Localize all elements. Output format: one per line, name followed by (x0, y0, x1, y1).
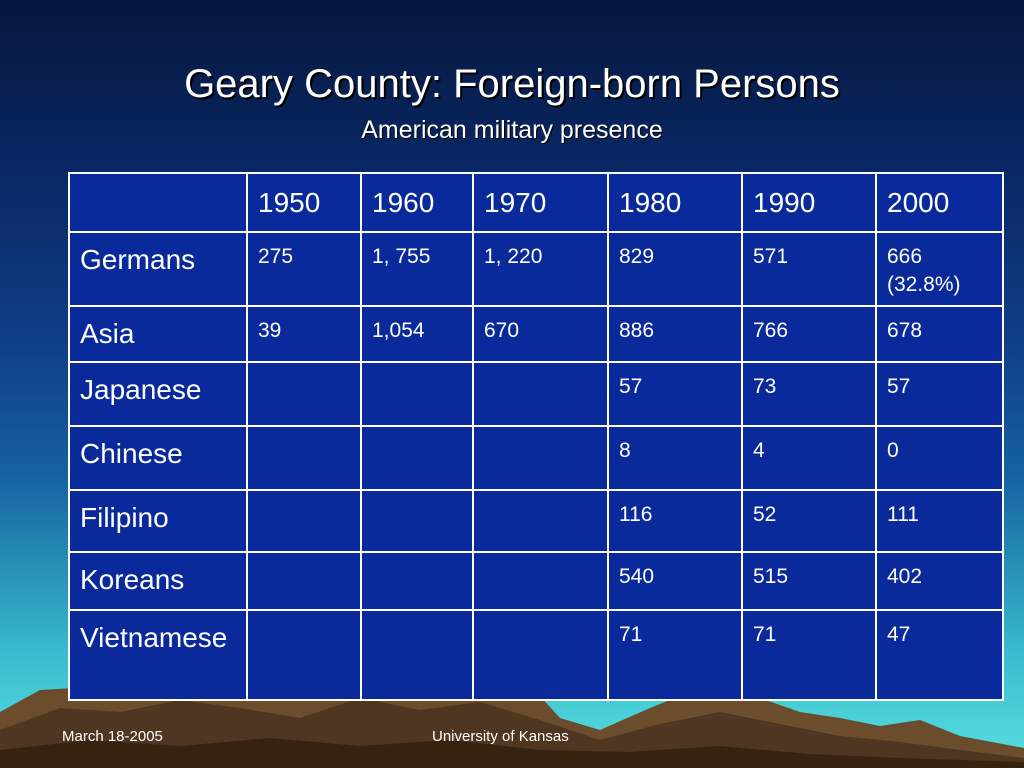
row-label: Asia (68, 305, 248, 363)
table-row: Chinese 8 4 0 (68, 425, 1004, 491)
foreign-born-table: 1950 1960 1970 1980 1990 2000 Germans 27… (68, 172, 1004, 701)
table-row: Vietnamese 71 71 47 (68, 609, 1004, 701)
table-cell: 571 (741, 231, 877, 307)
column-header-1960: 1960 (360, 172, 474, 233)
table-cell: 57 (875, 361, 1004, 427)
table-cell: 71 (741, 609, 877, 701)
row-label: Koreans (68, 551, 248, 611)
table-cell: 766 (741, 305, 877, 363)
slide-title: Geary County: Foreign-born Persons (184, 62, 840, 106)
table-cell (472, 609, 609, 701)
row-label: Filipino (68, 489, 248, 553)
table-cell: 540 (607, 551, 743, 611)
table-cell (472, 361, 609, 427)
table-row: Asia 39 1,054 670 886 766 678 (68, 305, 1004, 363)
table-cell: 666 (32.8%) (875, 231, 1004, 307)
row-label: Japanese (68, 361, 248, 427)
table-cell (360, 609, 474, 701)
table-cell: 1, 220 (472, 231, 609, 307)
table-cell: 829 (607, 231, 743, 307)
table-cell: 0 (875, 425, 1004, 491)
table-cell: 116 (607, 489, 743, 553)
row-label: Germans (68, 231, 248, 307)
table-cell: 678 (875, 305, 1004, 363)
column-header-1980: 1980 (607, 172, 743, 233)
table-cell (246, 361, 362, 427)
slide-subtitle: American military presence (361, 116, 663, 144)
column-header-2000: 2000 (875, 172, 1004, 233)
table-cell (246, 489, 362, 553)
table-cell: 57 (607, 361, 743, 427)
footer-organization: University of Kansas (432, 728, 569, 745)
table-cell: 111 (875, 489, 1004, 553)
table-cell: 39 (246, 305, 362, 363)
table-cell (246, 425, 362, 491)
row-label: Chinese (68, 425, 248, 491)
table-cell (472, 489, 609, 553)
table-cell: 402 (875, 551, 1004, 611)
table-cell: 47 (875, 609, 1004, 701)
table-cell: 52 (741, 489, 877, 553)
table-cell (360, 551, 474, 611)
table-cell (360, 361, 474, 427)
table-row: Japanese 57 73 57 (68, 361, 1004, 427)
table-row: Germans 275 1, 755 1, 220 829 571 666 (3… (68, 231, 1004, 307)
table-cell: 515 (741, 551, 877, 611)
table-cell (246, 609, 362, 701)
column-header-1950: 1950 (246, 172, 362, 233)
table-cell: 275 (246, 231, 362, 307)
table-row: Koreans 540 515 402 (68, 551, 1004, 611)
row-label: Vietnamese (68, 609, 248, 701)
table-cell: 71 (607, 609, 743, 701)
table-cell (360, 425, 474, 491)
column-header-blank (68, 172, 248, 233)
table-cell (472, 425, 609, 491)
table-cell (360, 489, 474, 553)
table-cell: 4 (741, 425, 877, 491)
table-cell: 886 (607, 305, 743, 363)
table-cell: 1, 755 (360, 231, 474, 307)
column-header-1970: 1970 (472, 172, 609, 233)
table-cell: 73 (741, 361, 877, 427)
table-cell (246, 551, 362, 611)
column-header-1990: 1990 (741, 172, 877, 233)
table-cell: 8 (607, 425, 743, 491)
footer-date: March 18-2005 (62, 728, 163, 745)
table-cell: 670 (472, 305, 609, 363)
table-cell: 1,054 (360, 305, 474, 363)
table-row: Filipino 116 52 111 (68, 489, 1004, 553)
table-cell (472, 551, 609, 611)
table-header-row: 1950 1960 1970 1980 1990 2000 (68, 172, 1004, 233)
